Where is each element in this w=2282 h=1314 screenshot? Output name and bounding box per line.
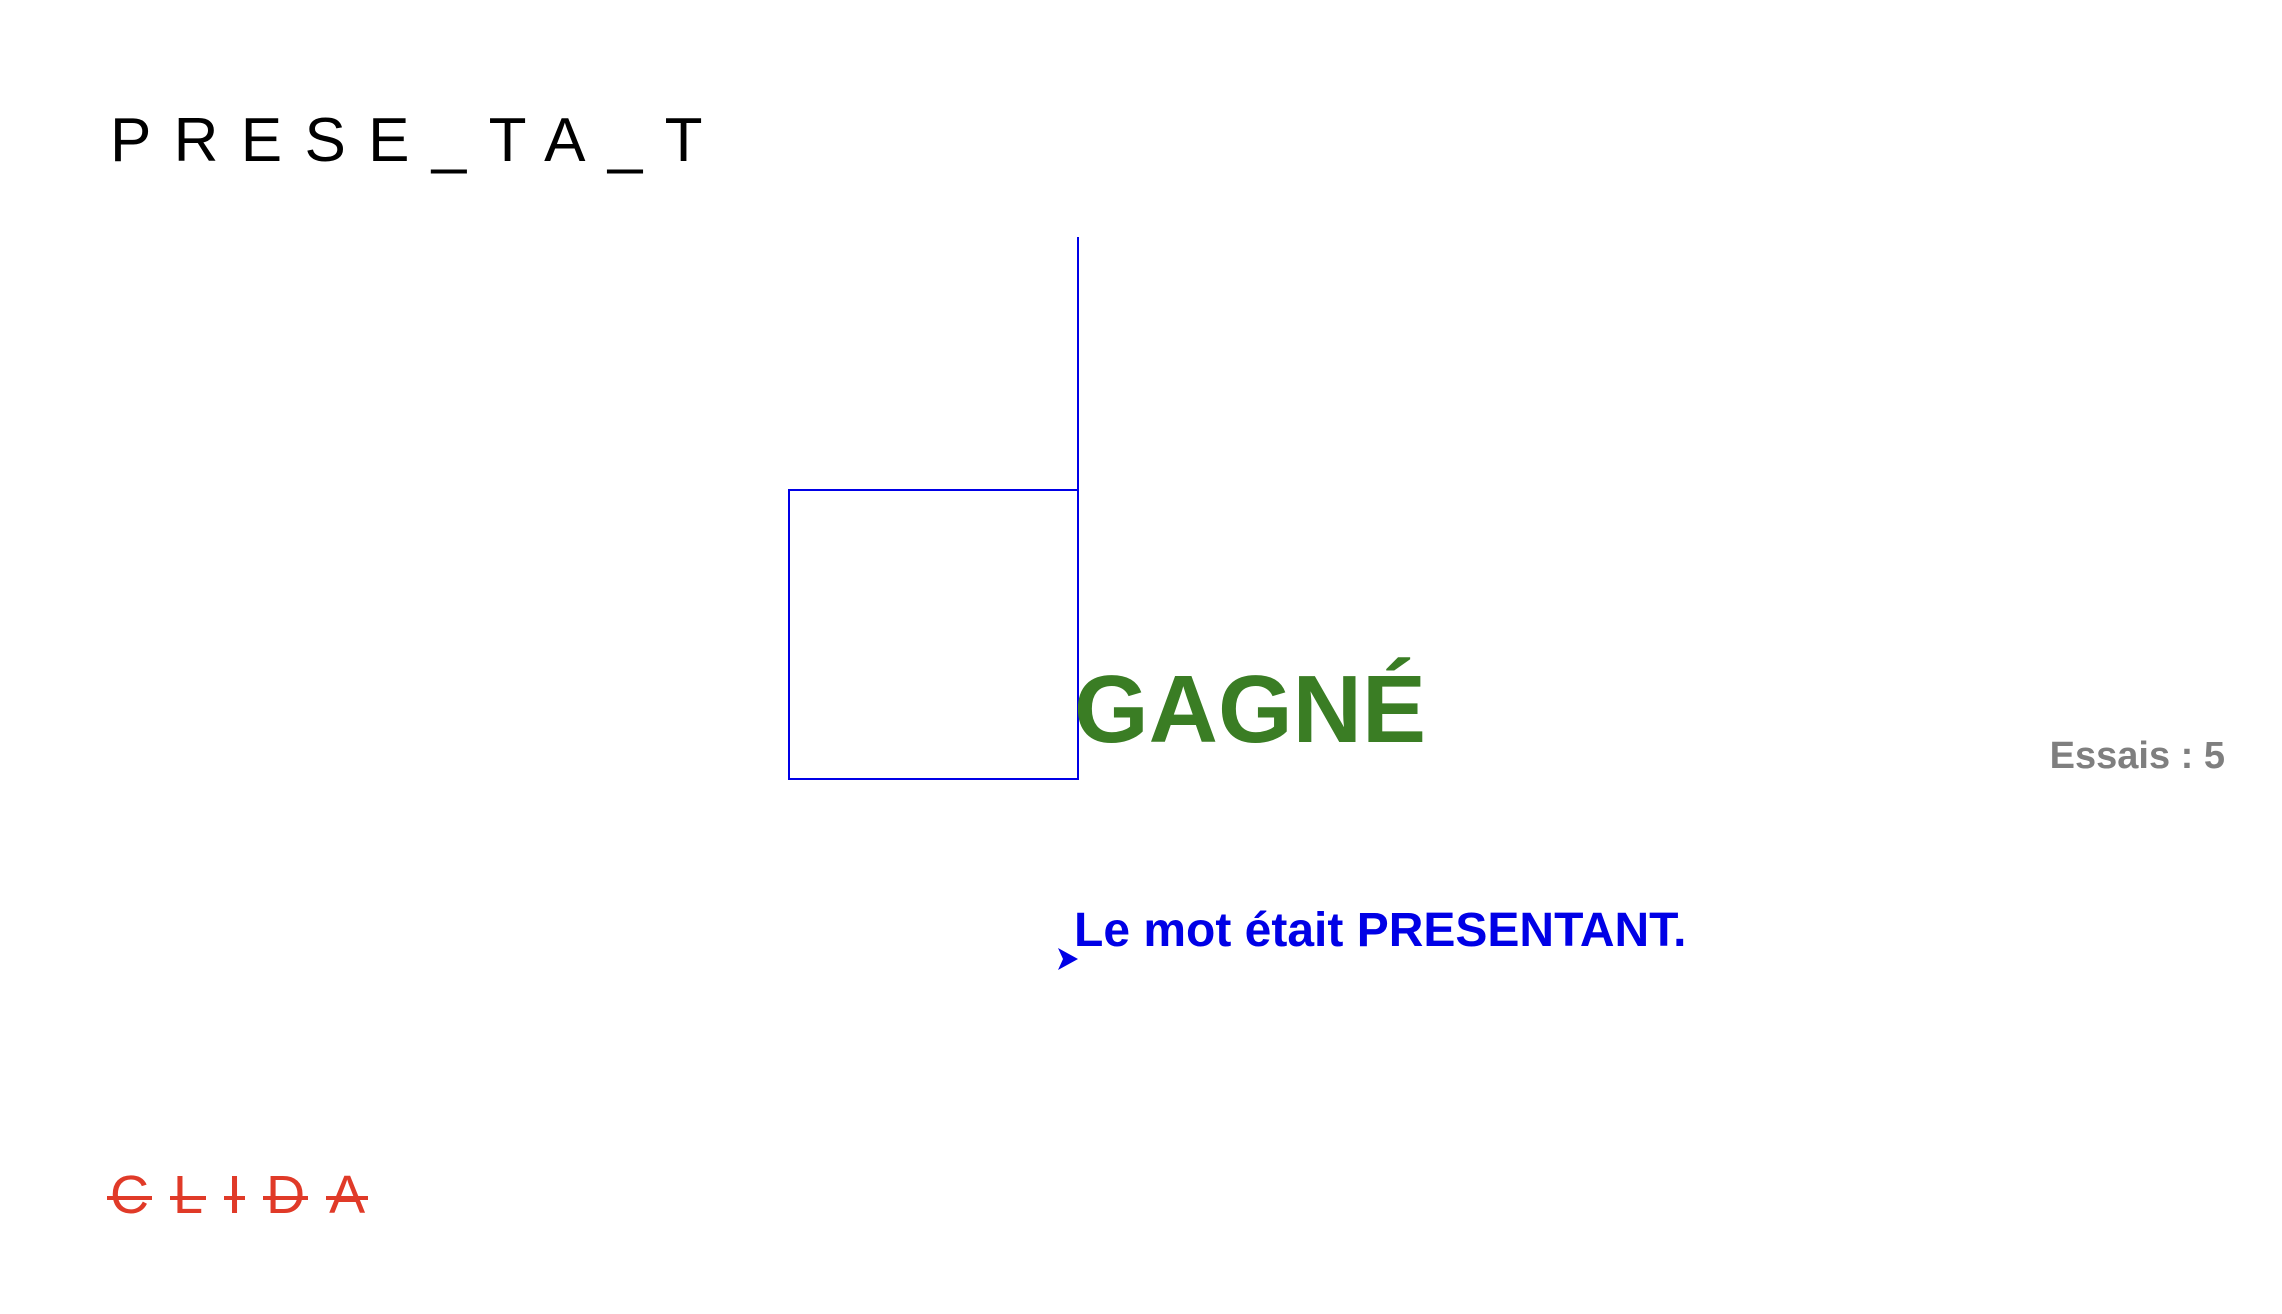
wrong-letters: C L I D A [107, 1165, 369, 1225]
word-display: PRESE_TA_T [110, 106, 725, 175]
wrong-letter: D [263, 1165, 309, 1225]
result-title: GAGNÉ [1074, 656, 1427, 763]
wrong-letter: A [326, 1165, 369, 1225]
tries-counter: Essais : 5 [2049, 735, 2225, 777]
wrong-letter: I [224, 1165, 246, 1225]
gallows-box [788, 489, 1079, 780]
wrong-letter: L [169, 1165, 207, 1225]
wrong-letter: C [107, 1165, 152, 1225]
pointer-arrow-icon [1058, 948, 1078, 970]
reveal-message: Le mot était PRESENTANT. [1074, 904, 1687, 957]
